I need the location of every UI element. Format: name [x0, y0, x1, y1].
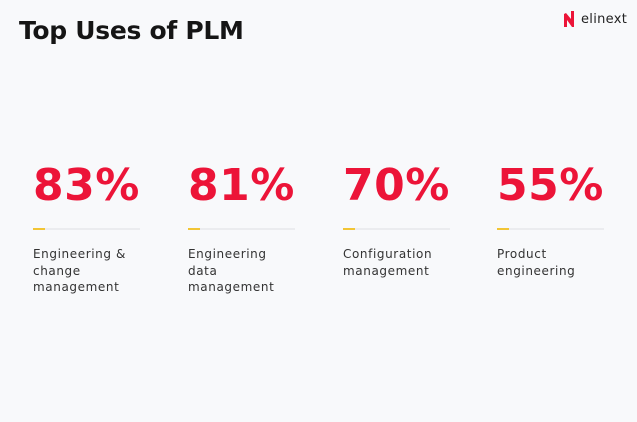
divider-accent	[33, 228, 45, 230]
stat-label: Configuration management	[343, 246, 463, 279]
divider	[343, 228, 450, 230]
page-title: Top Uses of PLM	[19, 16, 244, 45]
stat-label-line: Engineering &	[33, 247, 126, 261]
divider-accent	[188, 228, 200, 230]
stat-value: 81%	[188, 160, 295, 211]
stat-label: Product engineering	[497, 246, 617, 279]
stat-label-line: engineering	[497, 263, 576, 278]
stat-label-line: management	[33, 280, 120, 294]
logo-text: elinext	[581, 11, 628, 27]
divider	[497, 228, 604, 230]
divider	[33, 228, 140, 230]
stat-value: 83%	[33, 160, 140, 211]
stat-label: Engineering data management	[188, 246, 308, 296]
elinext-logo-icon	[564, 11, 574, 27]
stat-label-line: data	[188, 263, 218, 278]
stat-label-line: change	[33, 263, 81, 278]
stat-label-line: Product	[497, 247, 547, 261]
stat-value: 55%	[497, 160, 604, 211]
stat-value: 70%	[343, 160, 450, 211]
divider-accent	[497, 228, 509, 230]
stat-label-line: Configuration	[343, 247, 433, 261]
stat-card: 83% Engineering & change management	[33, 160, 153, 294]
divider-accent	[343, 228, 355, 230]
brand-logo: elinext	[563, 10, 627, 28]
stat-label-line: management	[343, 263, 430, 278]
stat-card: 70% Configuration management	[343, 160, 463, 278]
stat-label-line: management	[188, 280, 275, 294]
stat-label: Engineering & change management	[33, 246, 153, 296]
stat-card: 55% Product engineering	[497, 160, 617, 278]
divider	[188, 228, 295, 230]
stat-label-line: Engineering	[188, 247, 267, 261]
stat-card: 81% Engineering data management	[188, 160, 308, 294]
